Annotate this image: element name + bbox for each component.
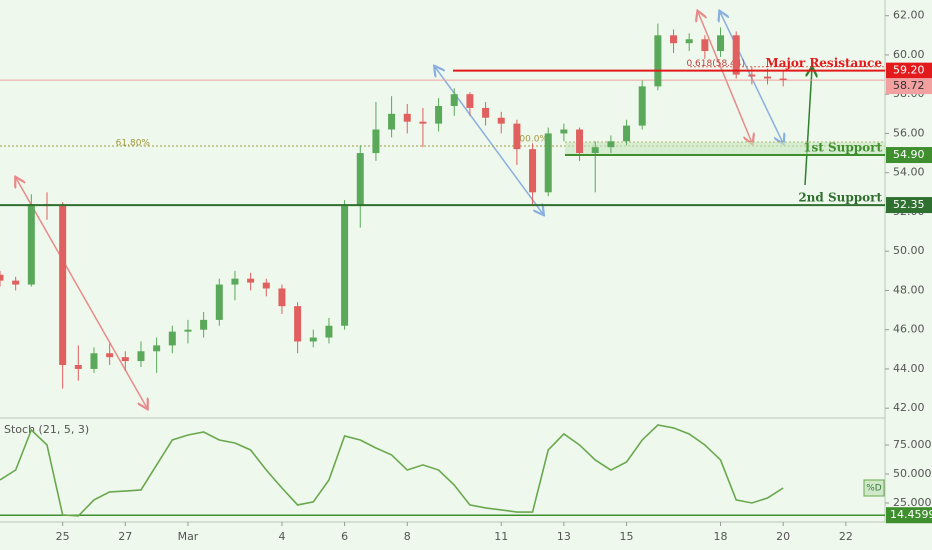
level-name: 2nd Support <box>798 191 882 205</box>
candle-body <box>403 113 411 122</box>
candle-body <box>262 282 270 289</box>
level-tag <box>886 147 932 164</box>
trend-arrow <box>435 67 543 214</box>
candle-body <box>278 288 286 307</box>
level-tag-label: 54.90 <box>893 148 925 161</box>
level-name: 1st Support <box>803 141 882 155</box>
candle-body <box>419 121 427 124</box>
candle-body <box>701 39 709 52</box>
candle-body <box>309 337 317 342</box>
x-tick-label: 11 <box>494 530 508 543</box>
fib-label: 61.80% <box>116 139 151 149</box>
x-tick-label: 20 <box>776 530 790 543</box>
y-tick-label: 48.00 <box>893 283 925 296</box>
level-name: Major Resistance <box>765 56 882 70</box>
stoch-line <box>0 424 784 517</box>
y-tick-label: 62.00 <box>893 9 925 22</box>
support-zone <box>565 142 885 156</box>
candle-body <box>450 94 458 106</box>
candle-body <box>106 353 114 358</box>
x-tick-label: 15 <box>620 530 634 543</box>
candle-body <box>560 129 568 134</box>
x-tick-label: 22 <box>839 530 853 543</box>
stoch-level-tag <box>886 507 932 524</box>
candle-body <box>482 107 490 118</box>
y-tick-label: 60.00 <box>893 48 925 61</box>
y2-tick-label: 50.0000 <box>893 467 932 480</box>
candle-body <box>90 353 98 369</box>
candle-body <box>591 147 599 154</box>
x-tick-label: 25 <box>56 530 70 543</box>
candle-body <box>748 74 756 77</box>
y-tick-label: 46.00 <box>893 323 925 336</box>
candle-body <box>654 35 662 87</box>
y-tick-label: 42.00 <box>893 401 925 414</box>
level-tag-label: 52.35 <box>893 198 925 211</box>
fib-label: 0.618(58.44) <box>686 59 745 69</box>
candle-body <box>685 39 693 44</box>
candle-body <box>732 35 740 75</box>
candle-body <box>231 278 239 285</box>
candle-body <box>247 278 255 283</box>
candle-body <box>623 125 631 142</box>
candle-body <box>356 153 364 207</box>
candle-body <box>497 117 505 124</box>
level-tag <box>886 197 932 214</box>
x-tick-label: 18 <box>714 530 728 543</box>
x-tick-label: 4 <box>278 530 285 543</box>
candle-body <box>121 357 129 362</box>
candle-body <box>184 329 192 332</box>
candle-body <box>466 94 474 108</box>
candle-body <box>764 76 772 79</box>
x-tick-label: 8 <box>404 530 411 543</box>
y-tick-label: 44.00 <box>893 362 925 375</box>
candle-body <box>529 149 537 193</box>
current-price-label: 58.72 <box>893 79 925 92</box>
candle-body <box>435 105 443 124</box>
fib-label: 100.0% <box>514 135 549 145</box>
level-tag <box>886 62 932 79</box>
y2-tick-label: 75.0000 <box>893 438 932 451</box>
candle-body <box>74 365 82 369</box>
stoch-title: Stoch (21, 5, 3) <box>4 423 89 436</box>
candle-body <box>607 141 615 148</box>
candle-body <box>576 129 584 154</box>
candle-body <box>638 86 646 126</box>
candle-body <box>372 129 380 154</box>
candle-body <box>325 325 333 338</box>
candle-body <box>779 78 787 81</box>
candle-body <box>137 351 145 362</box>
y-tick-label: 56.00 <box>893 126 925 139</box>
candle-body <box>717 35 725 52</box>
target-arrow <box>804 68 812 186</box>
x-tick-label: 13 <box>557 530 571 543</box>
candle-body <box>513 123 521 150</box>
candle-body <box>168 331 176 346</box>
level-tag-label: 59.20 <box>893 64 925 77</box>
candle-body <box>200 319 208 330</box>
candle-body <box>294 306 302 342</box>
y2-tick-label: 25.0000 <box>893 496 932 509</box>
stoch-level-label: 14.4599 <box>890 508 932 521</box>
candle-body <box>59 206 67 366</box>
candle-body <box>0 274 4 281</box>
y-tick-label: 50.00 <box>893 244 925 257</box>
x-tick-label: 6 <box>341 530 348 543</box>
candle-body <box>215 284 223 320</box>
candle-body <box>544 133 552 193</box>
candle-body <box>670 35 678 44</box>
candle-body <box>27 204 35 285</box>
x-tick-label: 27 <box>118 530 132 543</box>
current-price-tag <box>886 78 932 95</box>
stoch-name-box <box>863 479 885 497</box>
candle-body <box>153 345 161 352</box>
stoch-name: %D <box>866 484 882 494</box>
y-tick-label: 54.00 <box>893 166 925 179</box>
candle-body <box>12 280 20 285</box>
candle-body <box>341 206 349 326</box>
x-tick-label: Mar <box>178 530 199 543</box>
candle-body <box>388 113 396 130</box>
